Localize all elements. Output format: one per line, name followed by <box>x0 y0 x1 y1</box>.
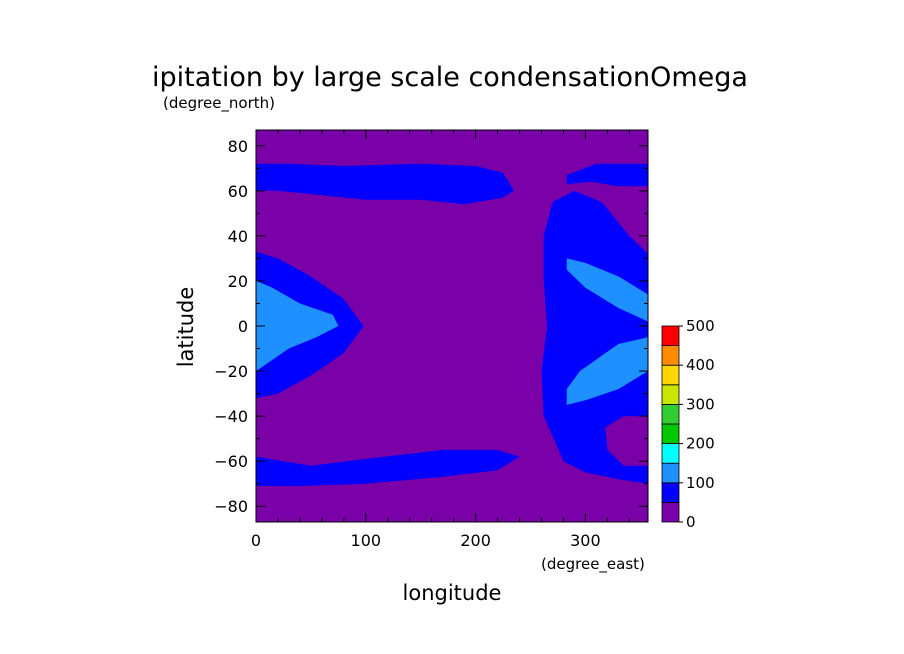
x-tick-label: 0 <box>251 531 261 550</box>
colorbar-swatch <box>661 384 680 405</box>
colorbar: 0 100 200 300 400 500 <box>661 317 715 531</box>
plot-area <box>255 129 649 523</box>
y-axis-units: (degree_north) <box>163 94 275 113</box>
y-axis: 80 60 40 20 0 −20 −40 −60 −80 <box>214 137 648 516</box>
colorbar-swatch <box>661 403 680 425</box>
contour-region-7 <box>566 337 648 405</box>
y-tick-label: −80 <box>214 497 248 516</box>
colorbar-label: 100 <box>686 474 715 492</box>
y-tick-label: 60 <box>228 182 248 201</box>
colorbar-swatch <box>661 501 680 523</box>
x-tick-label: 200 <box>460 531 491 550</box>
contour-region-3 <box>256 449 520 486</box>
colorbar-swatch <box>661 462 680 484</box>
colorbar-swatch <box>661 423 680 445</box>
colorbar-swatch <box>661 364 680 386</box>
contour-region-1 <box>566 163 648 187</box>
colorbar-swatch <box>661 482 680 503</box>
chart-title: ipitation by large scale condensationOme… <box>152 62 748 93</box>
colorbar-swatch <box>661 443 680 464</box>
y-axis-label: latitude <box>174 287 198 368</box>
y-tick-label: −60 <box>214 452 248 471</box>
y-tick-label: 0 <box>238 317 248 336</box>
colorbar-label: 0 <box>686 513 696 531</box>
y-tick-label: 20 <box>228 272 248 291</box>
y-tick-label: 40 <box>228 227 248 246</box>
colorbar-label: 300 <box>686 395 715 413</box>
x-tick-label: 100 <box>351 531 382 550</box>
colorbar-swatch <box>661 325 680 347</box>
colorbar-swatch <box>661 345 680 366</box>
y-tick-label: 80 <box>228 137 248 156</box>
x-axis: 0 100 200 300 <box>251 130 630 550</box>
contour-region-5 <box>256 280 339 372</box>
contour-region-0 <box>256 163 514 205</box>
colorbar-label: 500 <box>686 317 715 335</box>
contour-region-6 <box>566 258 648 322</box>
x-axis-label: longitude <box>403 581 502 605</box>
x-tick-label: 300 <box>570 531 601 550</box>
colorbar-label: 200 <box>686 435 715 453</box>
y-tick-label: −40 <box>214 407 248 426</box>
colorbar-label: 400 <box>686 356 715 374</box>
contour-region-8 <box>605 416 648 466</box>
y-tick-label: −20 <box>214 362 248 381</box>
x-axis-units: (degree_east) <box>541 555 645 574</box>
